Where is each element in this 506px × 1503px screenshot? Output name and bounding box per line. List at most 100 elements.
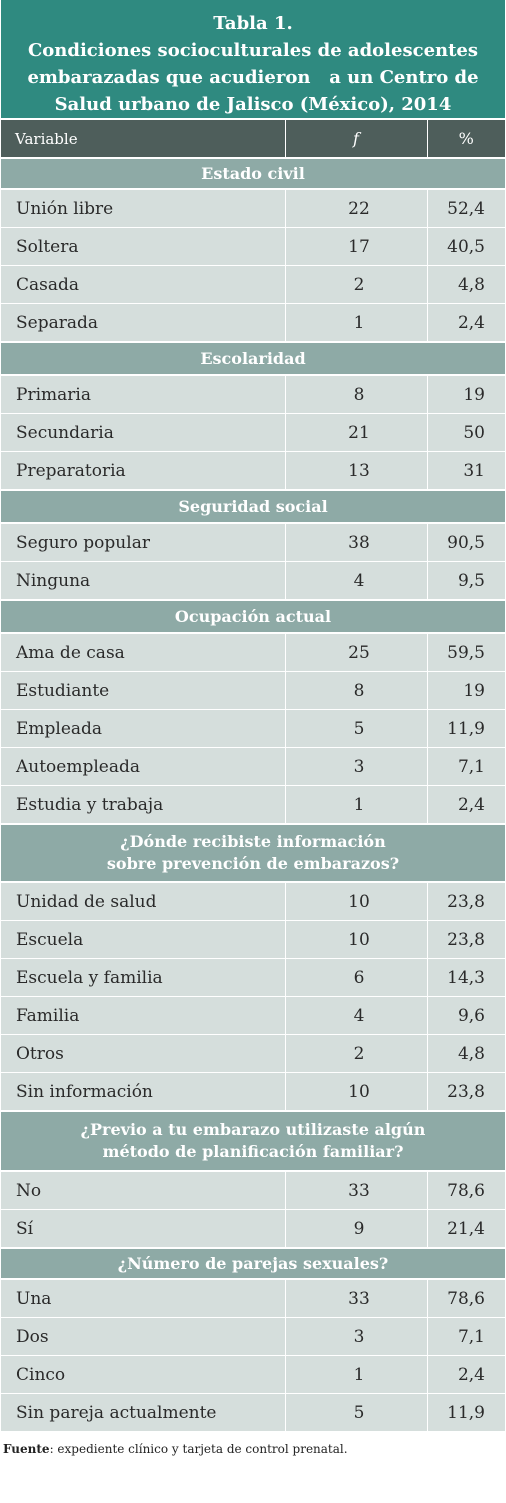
table-row: Escuela y familia 6 14,3 <box>1 958 505 997</box>
row-frequency: 8 <box>284 671 427 710</box>
row-label: Dos <box>1 1317 285 1356</box>
section-title: Escolaridad <box>1 341 505 376</box>
section-title-line: Ocupación actual <box>174 606 332 626</box>
title-line: Salud urbano de Jalisco (México), 2014 <box>54 94 452 115</box>
table-row: Ama de casa 25 59,5 <box>1 633 505 672</box>
row-frequency: 33 <box>284 1171 427 1210</box>
section-title: ¿Número de parejas sexuales? <box>1 1247 505 1280</box>
row-frequency: 6 <box>284 958 427 997</box>
section-title: Estado civil <box>1 157 505 190</box>
footnote-text: : expediente clínico y tarjeta de contro… <box>49 1442 348 1456</box>
table-row: Empleada 5 11,9 <box>1 709 505 748</box>
table-row: Secundaria 21 50 <box>1 413 505 452</box>
section-header-row: Seguridad social <box>1 489 505 524</box>
row-label: Casada <box>1 265 285 304</box>
row-label: Escuela <box>1 920 285 959</box>
section-title: ¿Dónde recibiste información sobre preven… <box>1 823 505 883</box>
row-frequency: 22 <box>284 189 427 228</box>
table-row: Autoempleada 3 7,1 <box>1 747 505 786</box>
row-frequency: 5 <box>284 1393 427 1432</box>
table-row: Preparatoria 13 31 <box>1 451 505 491</box>
row-percent: 2,4 <box>426 303 505 343</box>
row-frequency: 10 <box>284 1072 427 1112</box>
row-percent: 23,8 <box>426 920 505 959</box>
section-header-row: ¿Dónde recibiste información sobre preven… <box>1 823 505 883</box>
table-row: Separada 1 2,4 <box>1 303 505 343</box>
table-row: Casada 2 4,8 <box>1 265 505 304</box>
row-frequency: 5 <box>284 709 427 748</box>
row-frequency: 4 <box>284 996 427 1035</box>
row-percent: 21,4 <box>426 1209 505 1249</box>
section-title-line: Estado civil <box>201 163 305 183</box>
row-label: Preparatoria <box>1 451 285 491</box>
table-row: No 33 78,6 <box>1 1171 505 1210</box>
row-frequency: 13 <box>284 451 427 491</box>
row-label: Sin información <box>1 1072 285 1112</box>
data-table: Variable f % Estado civil Unión libre 22 52… <box>1 118 505 1432</box>
row-frequency: 21 <box>284 413 427 452</box>
row-percent: 14,3 <box>426 958 505 997</box>
row-frequency: 10 <box>284 920 427 959</box>
table-row: Otros 2 4,8 <box>1 1034 505 1073</box>
section-title-line: ¿Dónde recibiste información <box>120 832 386 851</box>
section-title-line: Seguridad social <box>178 496 328 516</box>
section-header-row: Escolaridad <box>1 341 505 376</box>
row-label: Una <box>1 1279 285 1318</box>
table-figure: Tabla 1. Condiciones socioculturales de … <box>1 0 505 1456</box>
row-label: Ninguna <box>1 561 285 601</box>
row-percent: 7,1 <box>426 747 505 786</box>
table-row: Unidad de salud 10 23,8 <box>1 882 505 921</box>
row-label: Secundaria <box>1 413 285 452</box>
table-row: Ninguna 4 9,5 <box>1 561 505 601</box>
row-percent: 9,6 <box>426 996 505 1035</box>
table-row: Soltera 17 40,5 <box>1 227 505 266</box>
row-frequency: 4 <box>284 561 427 601</box>
table-row: Estudia y trabaja 1 2,4 <box>1 785 505 825</box>
section-title-line: método de planificación familiar? <box>102 1142 404 1161</box>
row-label: Autoempleada <box>1 747 285 786</box>
section-title: ¿Previo a tu embarazo utilizaste algún mé… <box>1 1110 505 1172</box>
row-percent: 50 <box>426 413 505 452</box>
row-label: Soltera <box>1 227 285 266</box>
row-percent: 90,5 <box>426 523 505 562</box>
row-percent: 2,4 <box>426 1355 505 1394</box>
row-label: Sí <box>1 1209 285 1249</box>
row-frequency: 10 <box>284 882 427 921</box>
table-row: Unión libre 22 52,4 <box>1 189 505 228</box>
column-header-pct: % <box>426 118 505 158</box>
row-frequency: 3 <box>284 1317 427 1356</box>
row-percent: 40,5 <box>426 227 505 266</box>
row-frequency: 3 <box>284 747 427 786</box>
row-label: Estudia y trabaja <box>1 785 285 825</box>
table-row: Una 33 78,6 <box>1 1279 505 1318</box>
row-frequency: 2 <box>284 1034 427 1073</box>
table-row: Escuela 10 23,8 <box>1 920 505 959</box>
title-line: Tabla 1. <box>213 13 293 34</box>
section-header-row: Estado civil <box>1 157 505 190</box>
row-percent: 9,5 <box>426 561 505 601</box>
row-frequency: 25 <box>284 633 427 672</box>
table-row: Dos 3 7,1 <box>1 1317 505 1356</box>
row-percent: 23,8 <box>426 882 505 921</box>
table-row: Sin información 10 23,8 <box>1 1072 505 1112</box>
row-label: Sin pareja actualmente <box>1 1393 285 1432</box>
column-header-variable: Variable <box>1 118 285 158</box>
row-label: Otros <box>1 1034 285 1073</box>
row-label: Unidad de salud <box>1 882 285 921</box>
section-header-row: ¿Previo a tu embarazo utilizaste algún mé… <box>1 1110 505 1172</box>
row-percent: 11,9 <box>426 1393 505 1432</box>
row-percent: 23,8 <box>426 1072 505 1112</box>
section-title-line: Escolaridad <box>200 348 306 368</box>
table-title: Tabla 1. Condiciones socioculturales de … <box>1 0 505 118</box>
section-title-line: ¿Previo a tu embarazo utilizaste algún <box>80 1120 426 1139</box>
row-label: Seguro popular <box>1 523 285 562</box>
column-header-f: f <box>284 118 427 158</box>
row-frequency: 1 <box>284 785 427 825</box>
table-footnote: Fuente: expediente clínico y tarjeta de … <box>1 1432 505 1456</box>
table-row: Seguro popular 38 90,5 <box>1 523 505 562</box>
row-percent: 78,6 <box>426 1171 505 1210</box>
row-percent: 11,9 <box>426 709 505 748</box>
row-label: Escuela y familia <box>1 958 285 997</box>
row-label: Familia <box>1 996 285 1035</box>
table-row: Cinco 1 2,4 <box>1 1355 505 1394</box>
